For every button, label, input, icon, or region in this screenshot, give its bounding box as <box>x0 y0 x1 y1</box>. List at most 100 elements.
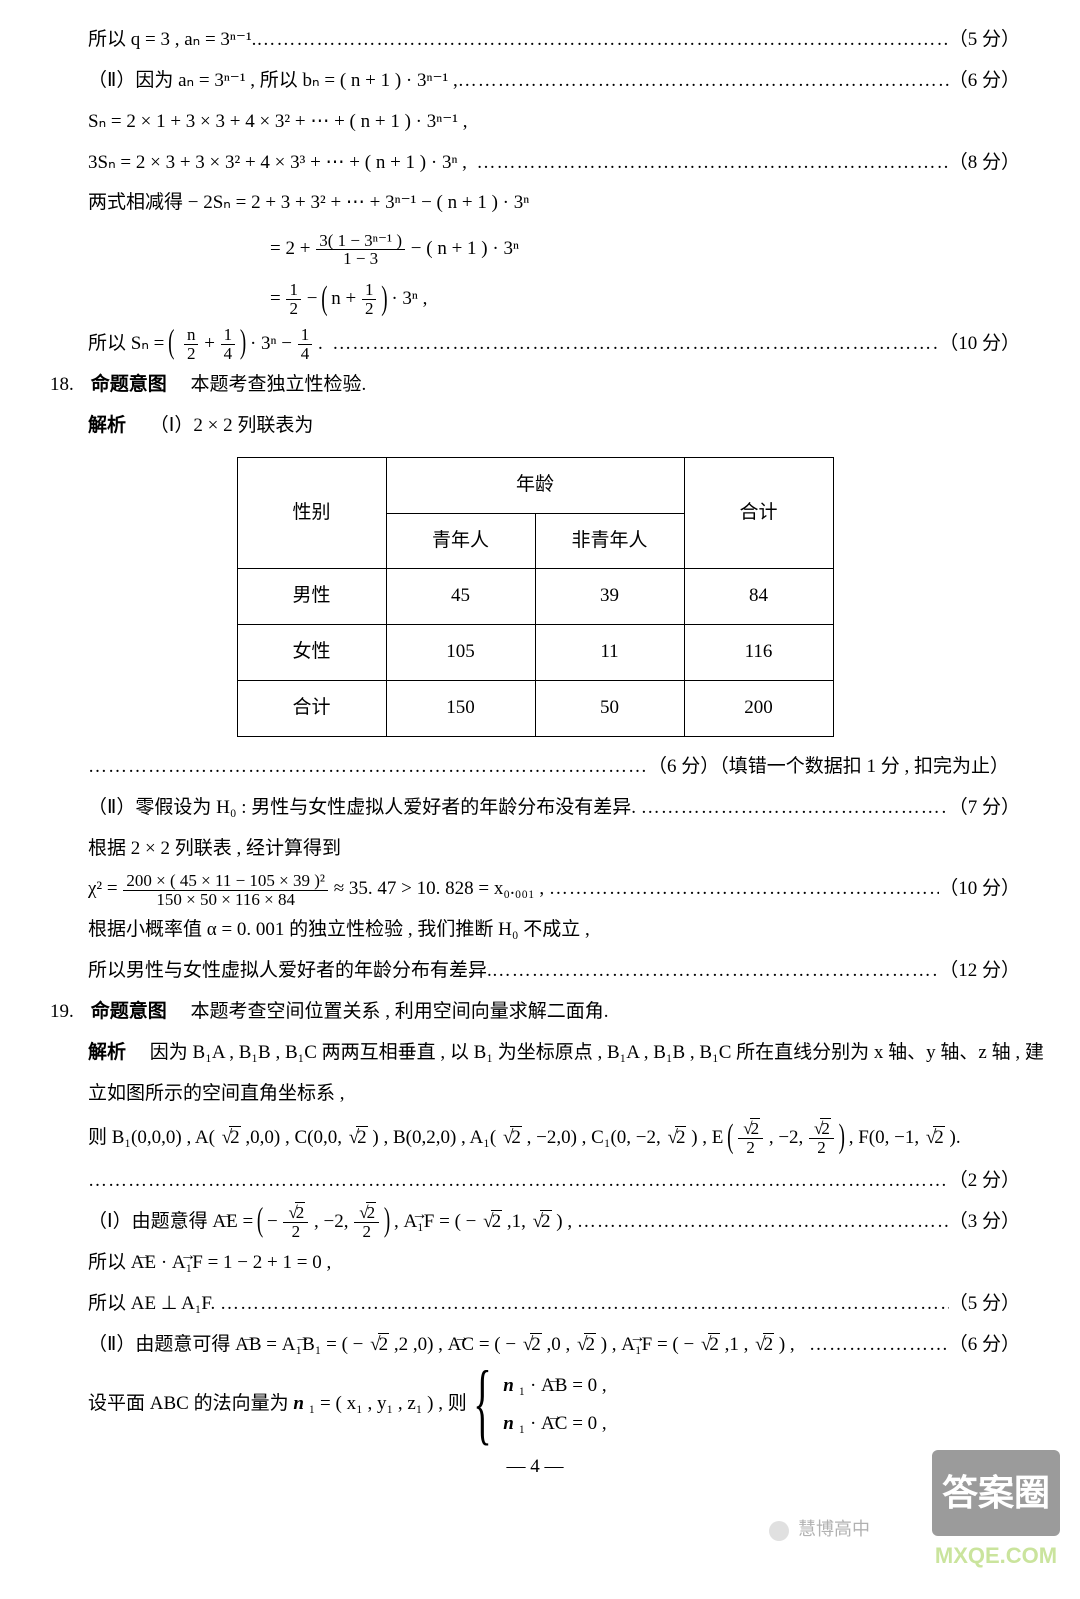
vec-AB: →AB <box>235 1335 261 1354</box>
t: · <box>161 1252 172 1273</box>
n1: n <box>503 1375 514 1396</box>
t: （Ⅰ）由题意得 <box>88 1211 208 1232</box>
t: = 0 , <box>572 1413 606 1434</box>
fd: 2 <box>354 1223 379 1241</box>
q19-l6: （Ⅱ）由题意可得 →AB = →A₁B₁ = ( − 2 ,2 ,0) , →A… <box>50 1325 1020 1366</box>
rad: 2 <box>356 1126 368 1148</box>
lbrace-icon: { <box>474 1359 492 1450</box>
frac-n: 1 <box>298 326 313 345</box>
t: = 0 , <box>572 1375 606 1396</box>
table-cell: 200 <box>684 681 833 737</box>
q19-l3: （Ⅰ）由题意得 →AE = ( − 2 2 , −2, 2 2 ) , →A₁F… <box>50 1202 1020 1243</box>
q17-l8-content: 所以 Sₙ = ( n 2 + 1 4 ) · 3ⁿ − 1 4 . <box>88 324 323 365</box>
fn: 2 <box>738 1120 763 1139</box>
frac-num: 3( 1 − 3ⁿ⁻¹ ) <box>316 232 405 251</box>
q17-line5: 两式相减得 − 2Sₙ = 2 + 3 + 3² + ⋯ + 3ⁿ⁻¹ − ( … <box>50 183 1020 224</box>
vb: AE <box>131 1252 156 1273</box>
lparen: ( <box>321 255 327 344</box>
t: = <box>242 1211 257 1232</box>
q17-l7a: = <box>270 288 285 309</box>
q17-l4-score: （8 分） <box>949 143 1020 184</box>
q18-table-score: …………………………………………………………………………………………………………… <box>50 747 1020 788</box>
table-row: 男性453984 <box>237 569 833 625</box>
q17-l1-text: 所以 q = 3 , aₙ = 3ⁿ⁻¹. <box>88 20 256 61</box>
dots: …………………………………………………………………………………………………………… <box>88 1161 949 1202</box>
sqrt2: 2 <box>220 1115 241 1161</box>
vb: AE <box>212 1211 237 1232</box>
sqrt2: 2 <box>368 1325 389 1366</box>
sqrt2: 2 <box>753 1325 774 1366</box>
q18-intent-text: 本题考查独立性检验. <box>191 374 367 395</box>
frac-q4b: 1 4 <box>298 326 313 363</box>
q17-l7d: · 3ⁿ , <box>391 288 427 309</box>
table-cell: 150 <box>386 681 535 737</box>
q18-l4-content: χ² = 200 × ( 45 × 11 − 105 × 39 )² 150 ×… <box>88 869 544 910</box>
dots: …………………………………………………………………………………………………………… <box>476 143 948 184</box>
rad: 2 <box>584 1333 596 1355</box>
q19-l3-content: （Ⅰ）由题意得 →AE = ( − 2 2 , −2, 2 2 ) , →A₁F… <box>88 1202 572 1243</box>
t: ,0,0) , C(0,0, <box>245 1127 342 1148</box>
q19-intent: 19. 命题意图 本题考查空间位置关系 , 利用空间向量求解二面角. <box>50 992 1020 1033</box>
t: ) , E <box>691 1127 723 1148</box>
rad: 2 <box>491 1210 503 1232</box>
rparen: ) <box>381 255 387 344</box>
answer-watermark: 答案圈 MXQE.COM <box>932 1450 1060 1579</box>
vb: A₁F <box>621 1334 652 1355</box>
q19-l5-text: 所以 AE ⊥ A₁F. <box>88 1284 215 1325</box>
rad: 2 <box>708 1333 720 1355</box>
q19-l1: 解析 因为 B₁A , B₁B , B₁C 两两互相垂直 , 以 B₁ 为坐标原… <box>50 1033 1020 1074</box>
dots: …………………………………………………………………………………………………………… <box>458 61 949 102</box>
q17-l6-frac: 3( 1 − 3ⁿ⁻¹ ) 1 − 3 <box>316 232 405 269</box>
q18-sol-label: 解析 <box>88 415 126 436</box>
fn: 2 <box>283 1204 308 1223</box>
table-cell: 合计 <box>237 681 386 737</box>
vb: AC <box>448 1334 474 1355</box>
q18-l6-score: （12 分） <box>939 951 1020 992</box>
rad: 2 <box>540 1210 552 1232</box>
t: ) , <box>556 1211 572 1232</box>
dots: …………………………………………………………………………………………………………… <box>641 788 949 829</box>
q17-line1: 所以 q = 3 , aₙ = 3ⁿ⁻¹. ………………………………………………… <box>50 20 1020 61</box>
q18-num: 18. <box>50 365 86 406</box>
fd: 2 <box>809 1139 834 1157</box>
dots: …………………………………………………………………………………………………………… <box>577 1202 949 1243</box>
frac-n2: n 2 <box>184 326 199 363</box>
t: ,2 ,0) , <box>394 1334 443 1355</box>
sqrt2: 2 <box>531 1202 552 1243</box>
q17-l1-score: （5 分） <box>949 20 1020 61</box>
vec-A1F: →A₁F <box>172 1253 203 1272</box>
t: , −2,0) , C₁(0, −2, <box>527 1127 661 1148</box>
q17-l6b: − ( n + 1 ) · 3ⁿ <box>411 238 519 259</box>
frac-den: 150 × 50 × 116 × 84 <box>123 891 328 909</box>
rad: 2 <box>675 1126 687 1148</box>
table-cell: 45 <box>386 569 535 625</box>
q18-l2-text: （Ⅱ）零假设为 H₀ : 男性与女性虚拟人爱好者的年龄分布没有差异. <box>88 788 636 829</box>
wechat-watermark: 慧博高中 <box>769 1510 870 1549</box>
rparen: ) <box>839 1097 845 1179</box>
q17-l6a: = 2 + <box>270 238 315 259</box>
q19-l2: 则 B₁(0,0,0) , A( 2 ,0,0) , C(0,0, 2 ) , … <box>50 1115 1020 1161</box>
q19-l1-text: 因为 B₁A , B₁B , B₁C 两两互相垂直 , 以 B₁ 为坐标原点 ,… <box>150 1042 1044 1063</box>
q17-l2-text: （Ⅱ）因为 aₙ = 3ⁿ⁻¹ , 所以 bₙ = ( n + 1 ) · 3ⁿ… <box>88 61 458 102</box>
wechat-icon <box>769 1521 789 1541</box>
dots: …………………………………………………………………………………………………………… <box>88 747 648 788</box>
q18-intent: 18. 命题意图 本题考查独立性检验. <box>50 365 1020 406</box>
dots: …………………………………………………………………………………………………………… <box>256 20 948 61</box>
vec-AE: →AE <box>131 1253 156 1272</box>
frac-d: 4 <box>221 345 236 363</box>
fd: 2 <box>738 1139 763 1157</box>
t: − <box>267 1211 282 1232</box>
vb: A₁F <box>403 1211 434 1232</box>
rad: 2 <box>378 1333 390 1355</box>
th-total: 合计 <box>684 457 833 569</box>
rad: 2 <box>229 1126 241 1148</box>
q17-l8c: · 3ⁿ − <box>250 333 297 354</box>
t: ₁ = ( x₁ , y₁ , z₁ ) , 则 <box>309 1393 467 1414</box>
t: = ( − <box>439 1211 476 1232</box>
vb: A₁B₁ <box>282 1334 322 1355</box>
t: 所以 <box>88 1252 126 1273</box>
vec-AC: →AC <box>541 1414 567 1433</box>
t: = <box>266 1334 281 1355</box>
q19-l7: 设平面 ABC 的法向量为 n ₁ = ( x₁ , y₁ , z₁ ) , 则… <box>50 1373 1020 1436</box>
vec-AB: →AB <box>541 1376 567 1395</box>
